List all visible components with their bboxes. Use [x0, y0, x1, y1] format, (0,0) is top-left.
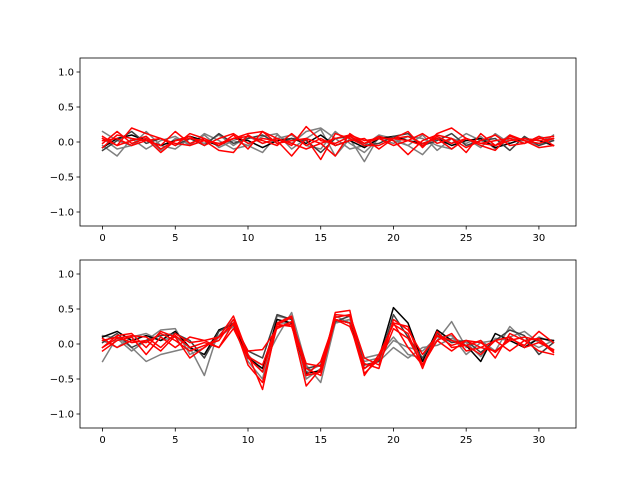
- subplot-1: 0 5 10 15 20 25 30 −1.0 −0.5 0.0 0.5 1.0: [50, 57, 577, 244]
- y-tick-label: 1.0: [58, 270, 74, 281]
- x-tick-label: 10: [242, 233, 255, 244]
- y-tick-label: −0.5: [50, 375, 74, 386]
- y-tick-label: −0.5: [50, 173, 74, 184]
- x-tick-label: 30: [533, 233, 546, 244]
- y-tick-label: 0.5: [58, 103, 74, 114]
- x-tick-label: 15: [314, 435, 327, 446]
- y-tick-label: 0.0: [58, 340, 74, 351]
- y-tick-label: 0.0: [58, 138, 74, 149]
- x-tick-label: 20: [387, 435, 400, 446]
- y-tick-label: −1.0: [50, 410, 74, 421]
- x-tick-label: 30: [533, 435, 546, 446]
- x-tick-label: 0: [99, 233, 105, 244]
- x-tick-label: 10: [242, 435, 255, 446]
- y-tick-label: 1.0: [58, 68, 74, 79]
- series-line-10: [101, 316, 555, 377]
- x-tick-label: 20: [387, 233, 400, 244]
- series-line-6: [101, 127, 555, 161]
- series-line-10: [101, 130, 555, 150]
- y-tick-label: 0.5: [58, 305, 74, 316]
- x-tick-label: 25: [460, 435, 473, 446]
- x-tick-label: 0: [99, 435, 105, 446]
- x-tick-label: 15: [314, 233, 327, 244]
- series-line-8: [101, 318, 555, 377]
- x-tick-label: 5: [172, 435, 178, 446]
- x-tick-label: 5: [172, 233, 178, 244]
- y-tick-label: −1.0: [50, 208, 74, 219]
- x-tick-label: 25: [460, 233, 473, 244]
- subplot-2: 0 5 10 15 20 25 30 −1.0 −0.5 0.0 0.5 1.0: [50, 259, 577, 446]
